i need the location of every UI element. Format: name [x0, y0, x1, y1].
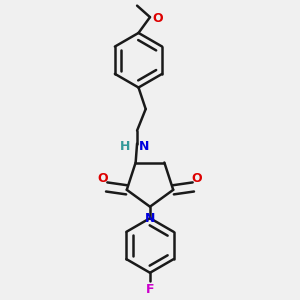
Text: N: N [139, 140, 149, 153]
Text: F: F [146, 283, 154, 296]
Text: O: O [192, 172, 203, 185]
Text: O: O [152, 12, 163, 25]
Text: O: O [98, 172, 108, 185]
Text: H: H [119, 140, 130, 153]
Text: N: N [145, 212, 155, 225]
